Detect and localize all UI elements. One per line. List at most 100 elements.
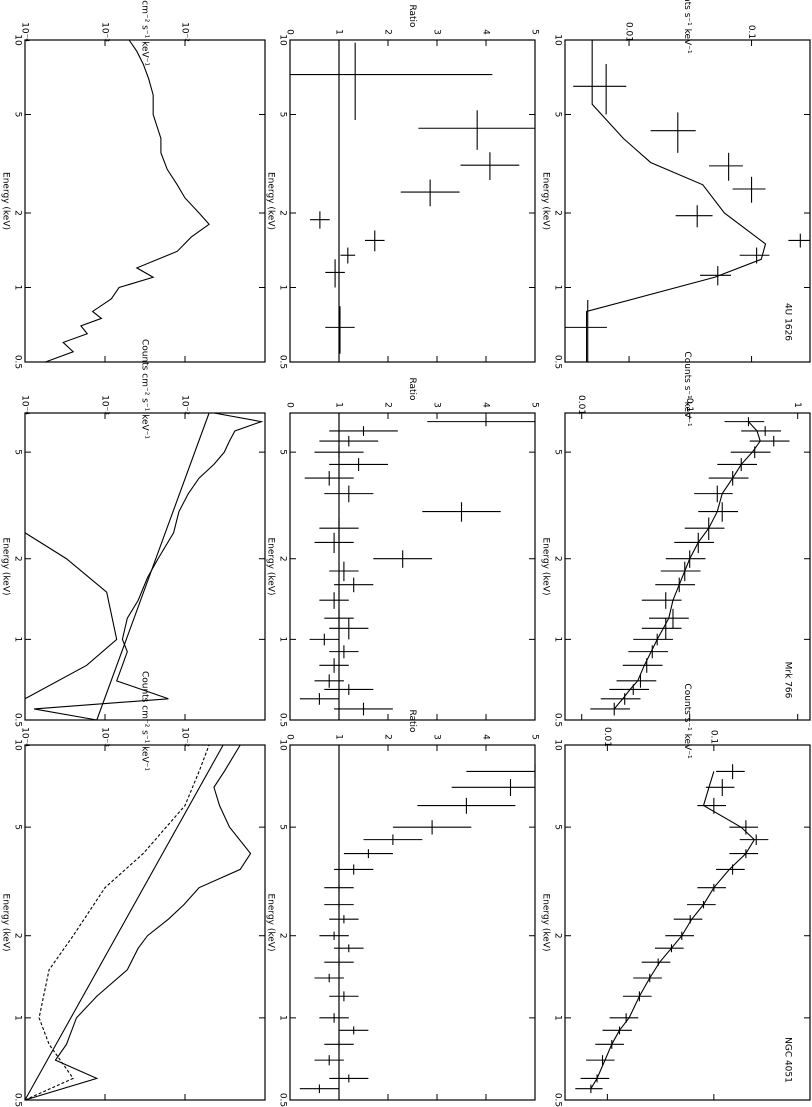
error-bar bbox=[716, 764, 745, 780]
x-tick-label: 1 bbox=[553, 1015, 563, 1021]
panel-frame bbox=[289, 412, 536, 721]
x-tick-label: 1 bbox=[553, 285, 563, 291]
error-bar bbox=[694, 485, 733, 503]
y-tick-label: 5 bbox=[530, 29, 540, 35]
error-bar bbox=[340, 247, 356, 264]
error-bar bbox=[339, 1026, 369, 1035]
error-bar bbox=[633, 633, 673, 646]
error-bar bbox=[460, 152, 520, 180]
error-bar bbox=[299, 1084, 339, 1094]
y-axis-label: Counts s⁻¹ keV⁻¹ bbox=[682, 0, 692, 54]
x-tick-label: 2 bbox=[13, 210, 23, 216]
y-axis-label: Ratio bbox=[407, 4, 417, 28]
error-bar bbox=[616, 674, 657, 688]
error-bar bbox=[586, 1055, 615, 1066]
error-bar bbox=[329, 1074, 369, 1083]
error-bar bbox=[602, 1026, 632, 1035]
error-bar bbox=[665, 931, 694, 940]
error-bar bbox=[334, 864, 374, 875]
error-bar bbox=[363, 834, 423, 846]
x-tick-label: 5 bbox=[278, 449, 288, 455]
error-bar bbox=[674, 532, 715, 554]
y-tick-label: 0.01 bbox=[576, 395, 586, 415]
y-tick-label: 3 bbox=[432, 402, 442, 408]
error-bar bbox=[724, 417, 765, 427]
error-bar bbox=[729, 820, 759, 835]
error-bar bbox=[655, 577, 696, 593]
x-axis-label: Energy (keV) bbox=[266, 894, 276, 952]
error-bar bbox=[334, 577, 374, 593]
error-bar bbox=[329, 645, 359, 659]
x-axis-label: Energy (keV) bbox=[1, 538, 11, 596]
x-tick-label: 5 bbox=[553, 112, 563, 118]
y-axis-label: Counts cm⁻² s⁻¹ keV⁻¹ bbox=[140, 339, 150, 439]
error-bar bbox=[684, 517, 725, 540]
error-bar bbox=[314, 446, 364, 459]
x-tick-label: 10 bbox=[13, 34, 23, 46]
x-tick-label: 0.5 bbox=[13, 1093, 23, 1107]
error-bar bbox=[329, 458, 388, 472]
y-tick-label: 10⁻³ bbox=[100, 395, 110, 415]
error-bar bbox=[319, 658, 349, 673]
y-tick-label: 2 bbox=[383, 734, 393, 740]
error-bar bbox=[319, 931, 349, 940]
y-tick-label: 0.01 bbox=[602, 727, 612, 747]
error-bar bbox=[334, 944, 364, 953]
error-bar bbox=[749, 435, 790, 447]
y-axis-label: Counts s⁻¹ keV⁻¹ bbox=[682, 683, 692, 759]
x-tick-label: 5 bbox=[278, 112, 288, 118]
x-tick-label: 10 bbox=[553, 739, 563, 751]
x-tick-label: 2 bbox=[553, 933, 563, 939]
data-line bbox=[24, 744, 210, 1101]
error-bar bbox=[343, 849, 393, 859]
x-tick-label: 0.5 bbox=[13, 713, 23, 727]
y-tick-label: 10⁻⁴ bbox=[20, 727, 30, 747]
error-bar bbox=[324, 883, 354, 892]
y-axis-label: Ratio bbox=[407, 377, 417, 401]
error-bar bbox=[697, 883, 726, 892]
error-bar bbox=[417, 797, 516, 814]
y-tick-label: 4 bbox=[481, 402, 491, 408]
error-bar bbox=[319, 435, 379, 447]
y-axis-label: Counts cm⁻² s⁻¹ keV⁻¹ bbox=[140, 0, 150, 66]
x-tick-label: 5 bbox=[13, 824, 23, 830]
panel-frame bbox=[24, 412, 266, 721]
y-tick-label: 0.1 bbox=[684, 398, 694, 412]
error-bar bbox=[622, 658, 663, 673]
x-tick-label: 2 bbox=[278, 556, 288, 562]
error-bar bbox=[319, 592, 349, 609]
error-bar bbox=[628, 645, 669, 659]
y-tick-label: 10⁻⁴ bbox=[20, 395, 30, 415]
x-axis-label: Energy (keV) bbox=[541, 538, 551, 596]
panel: 0.5 1 2 5 10 0.01 0.1 Energy (keV) Counts s⁻¹ ke… bbox=[541, 683, 811, 1107]
x-tick-label: 10 bbox=[278, 739, 288, 751]
error-bar bbox=[573, 63, 627, 115]
error-bar bbox=[324, 608, 354, 629]
y-tick-label: 0 bbox=[285, 29, 295, 35]
error-bar bbox=[580, 1074, 610, 1083]
y-tick-label: 4 bbox=[481, 734, 491, 740]
x-tick-label: 1 bbox=[13, 285, 23, 291]
error-bar bbox=[741, 426, 781, 436]
x-axis-label: Energy (keV) bbox=[541, 894, 551, 952]
y-axis-label: Counts cm⁻² s⁻¹ keV⁻¹ bbox=[140, 671, 150, 771]
y-tick-label: 1 bbox=[334, 402, 344, 408]
x-tick-label: 0.5 bbox=[553, 713, 563, 727]
error-bar bbox=[329, 915, 359, 924]
y-tick-label: 5 bbox=[530, 734, 540, 740]
error-bar bbox=[609, 684, 650, 695]
x-axis-label: Energy (keV) bbox=[541, 172, 551, 230]
error-bar bbox=[304, 471, 354, 486]
y-tick-label: 0.1 bbox=[746, 25, 756, 39]
error-bar bbox=[600, 693, 641, 705]
x-tick-label: 5 bbox=[13, 449, 23, 455]
error-bar bbox=[466, 764, 536, 780]
error-bar bbox=[716, 864, 745, 875]
x-tick-label: 5 bbox=[553, 824, 563, 830]
data-line bbox=[24, 744, 224, 1101]
error-bar bbox=[334, 702, 393, 716]
error-bar bbox=[451, 779, 535, 797]
panel: 0.5 1 2 5 10⁻⁴ 10⁻³ 10⁻² Energy (keV) Counts cm⁻… bbox=[1, 339, 266, 727]
error-bar bbox=[698, 502, 738, 522]
